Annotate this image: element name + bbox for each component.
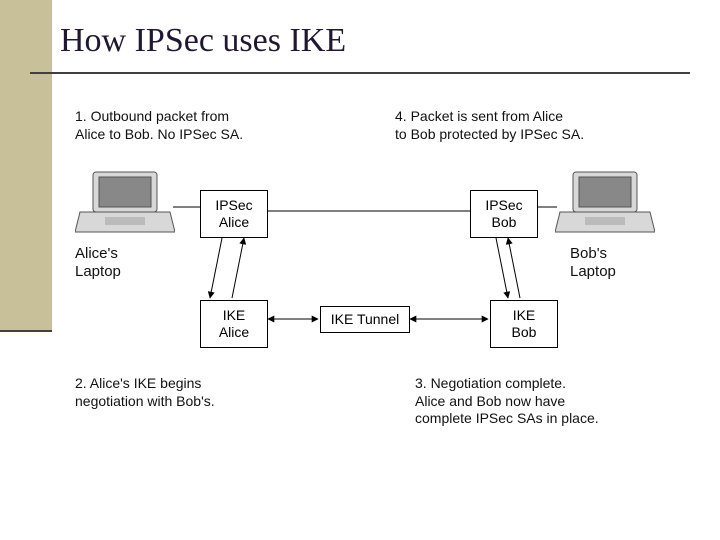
diagram-connectors [0,0,720,540]
slide: How IPSec uses IKE 1. Outbound packet fr… [0,0,720,540]
